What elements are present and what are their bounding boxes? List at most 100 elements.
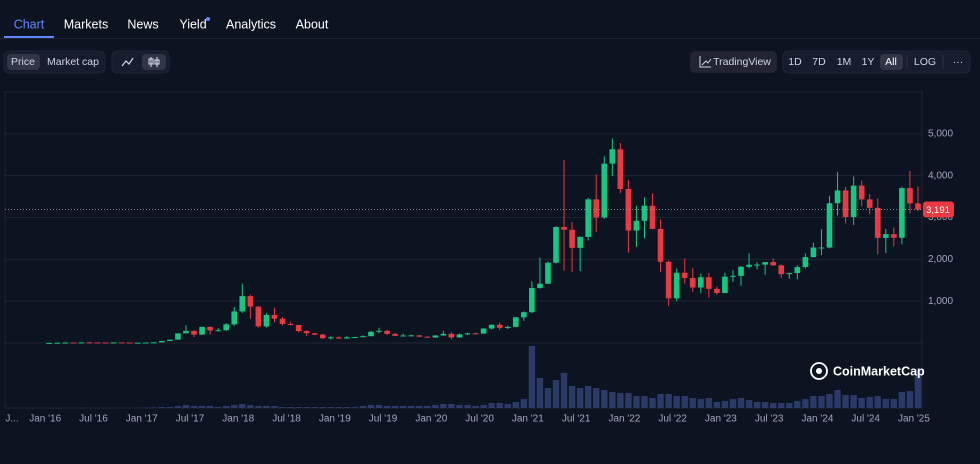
range-button[interactable]: 1M (837, 56, 852, 68)
volume-bar (673, 396, 680, 408)
volume-bar (697, 399, 705, 408)
nav-tab[interactable]: Markets (64, 17, 108, 31)
volume-bar (552, 380, 560, 408)
nav-tab[interactable]: Chart (14, 17, 45, 31)
candle-body (440, 333, 447, 336)
watermark-logo (810, 362, 828, 380)
volume-bar (424, 406, 431, 408)
candle-body (94, 342, 101, 344)
volume-bar (464, 405, 471, 408)
more-button[interactable]: ··· (953, 56, 964, 68)
active-chart-type-bg[interactable] (142, 54, 166, 70)
range-button[interactable]: 1D (788, 56, 802, 68)
candle-body (207, 326, 213, 331)
candle-body (488, 324, 495, 329)
candle-icon[interactable] (148, 57, 160, 67)
nav-tab[interactable]: News (127, 17, 158, 31)
range-button[interactable]: All (885, 56, 897, 68)
candle-body (319, 334, 326, 339)
candle-body (287, 323, 294, 326)
current-price-tag (923, 201, 954, 218)
x-tick-label: Jul '22 (658, 414, 687, 425)
x-tick-label: Jan '21 (512, 414, 544, 425)
candle-body (689, 278, 696, 288)
x-tick-label: Jan '17 (126, 414, 158, 425)
candle-body (850, 185, 857, 217)
candle-body (641, 205, 648, 221)
nav-tab[interactable]: Yield (179, 17, 206, 31)
volume-bar (625, 393, 632, 408)
volume-bar (834, 390, 841, 408)
volume-bar (761, 402, 769, 408)
candle-body (126, 342, 133, 344)
volume-bar (190, 406, 198, 408)
candle-body (400, 335, 406, 337)
candle-body (697, 277, 704, 288)
volume-bar (769, 403, 777, 408)
active-range-bg[interactable] (880, 54, 903, 70)
volume-bar (866, 397, 873, 408)
candle-body (279, 318, 286, 324)
candle-body (416, 335, 423, 337)
candle-body (167, 339, 173, 341)
candle-body (150, 342, 157, 344)
x-tick-label: Jan '19 (319, 414, 351, 425)
volume-bar (448, 404, 455, 408)
tradingview-label[interactable]: TradingView (713, 56, 771, 68)
tradingview-button[interactable] (690, 51, 777, 73)
nav-tab[interactable]: Analytics (226, 17, 276, 31)
volume-bar (504, 404, 511, 408)
candle-body (778, 265, 785, 275)
range-button[interactable]: 1Y (862, 56, 875, 68)
candle-body (327, 337, 334, 339)
x-tick-label: Jan '22 (608, 414, 640, 425)
volume-bar (367, 405, 375, 408)
volume-bar (560, 373, 568, 408)
volume-bar (745, 400, 753, 408)
volume-bar (520, 399, 528, 408)
volume-bar (914, 370, 922, 408)
candle-body (360, 336, 366, 338)
volume-bar (544, 388, 552, 408)
x-tick-label: Jan '20 (415, 414, 447, 425)
volume-bar (850, 395, 857, 408)
volume-bar (472, 406, 479, 408)
nav-tab[interactable]: About (296, 17, 329, 31)
candle-body (569, 229, 575, 248)
x-tick-label: Jul '20 (465, 414, 494, 425)
tradingview-icon (699, 56, 711, 68)
log-button[interactable]: LOG (914, 56, 936, 68)
volume-bar (480, 405, 487, 408)
candle-body (159, 340, 165, 343)
tradingview-icon (701, 58, 712, 66)
candle-body (882, 234, 889, 238)
candle-body (271, 314, 278, 319)
metric-button[interactable]: Market cap (47, 56, 99, 68)
volume-bar (657, 394, 664, 408)
y-tick-label: 3,000 (928, 212, 953, 223)
candle-body (191, 330, 197, 335)
volume-bar (359, 406, 367, 408)
candle-body (464, 333, 471, 335)
volume-bar (166, 407, 174, 408)
range-button[interactable]: 7D (812, 56, 826, 68)
volume-bar (432, 405, 439, 408)
volume-bar (391, 406, 399, 408)
candle-body (62, 342, 69, 344)
volume-bar (335, 407, 343, 408)
volume-bar (593, 388, 600, 408)
volume-bar (182, 405, 190, 408)
line-icon[interactable] (121, 57, 134, 67)
candle-body (826, 203, 833, 248)
candle-body (368, 331, 374, 337)
candle-body (681, 272, 688, 279)
candle-body (336, 337, 342, 339)
metric-button[interactable]: Price (11, 56, 35, 68)
candle-body (585, 199, 591, 237)
volume-bar (287, 407, 294, 408)
candle-body (537, 283, 543, 289)
candle-body (472, 333, 479, 335)
candle-body (255, 306, 262, 327)
candle-body (86, 342, 93, 344)
